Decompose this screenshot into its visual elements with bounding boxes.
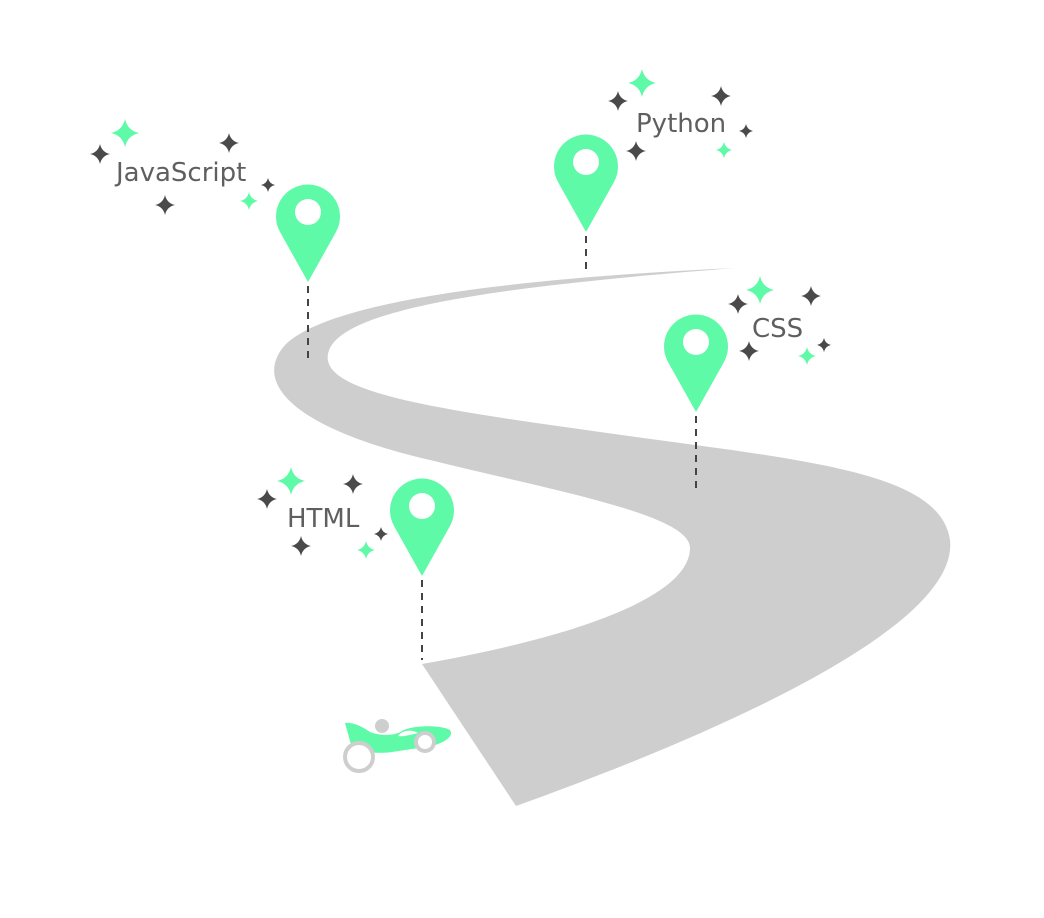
sparkle-icon [608,91,628,111]
sparkle-icon [739,124,753,138]
sparkle-icon [817,338,831,352]
sparkle-icon [155,195,175,215]
connector-lines [307,236,697,660]
sparkle-icon [111,119,139,147]
sparkle-icon [746,276,774,304]
sparkle-icon [357,541,375,559]
sparkle-icon [291,536,311,556]
sparkle-icon [728,294,748,314]
sparkle-icon [257,489,277,509]
sparkle-icon [716,142,732,158]
sparkle-icon [739,341,759,361]
sparkle-icon [343,474,363,494]
milestone-label-css: CSS [752,314,803,344]
milestone-label-javascript: JavaScript [114,158,246,188]
sparkle-icon [374,527,388,541]
race-car-icon [343,719,452,773]
front-wheel [414,731,436,753]
sparkles [90,69,831,559]
road [274,268,951,806]
rear-wheel [343,741,375,773]
sparkle-icon [798,347,816,365]
map-pin-icon[interactable] [390,478,454,576]
map-pin-icon[interactable] [664,314,728,412]
sparkle-icon [261,178,275,192]
sparkle-icon [628,69,656,97]
sparkle-icon [711,86,731,106]
driver-head [375,719,389,733]
map-pin-icon[interactable] [276,184,340,282]
milestone-label-html: HTML [287,504,360,534]
sparkle-icon [277,467,305,495]
sparkle-icon [626,141,646,161]
sparkle-icon [801,286,821,306]
sparkle-icon [240,192,258,210]
milestone-label-python: Python [636,109,726,139]
sparkle-icon [90,144,110,164]
sparkle-icon [219,133,239,153]
map-pin-icon[interactable] [554,134,618,232]
